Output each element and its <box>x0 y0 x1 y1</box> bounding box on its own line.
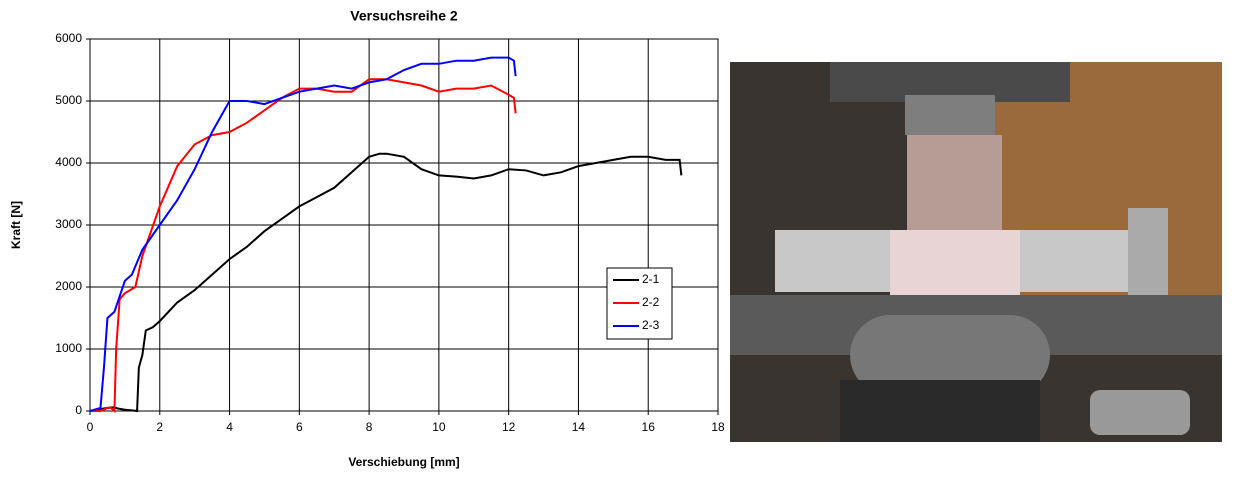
y-tick-label: 0 <box>75 403 82 417</box>
figure: Versuchsreihe 2 Verschiebung [mm] Kraft … <box>0 0 1235 472</box>
x-tick-label: 12 <box>502 420 516 434</box>
y-tick-label: 6000 <box>55 31 82 45</box>
x-tick-label: 0 <box>87 420 94 434</box>
x-tick-label: 6 <box>296 420 303 434</box>
x-axis-label: Verschiebung [mm] <box>348 455 459 469</box>
x-tick-label: 2 <box>156 420 163 434</box>
legend-label: 2-2 <box>642 295 660 309</box>
y-tick-label: 1000 <box>55 341 82 355</box>
x-tick-label: 8 <box>366 420 373 434</box>
page: {"chart_data": {"type": "line", "title":… <box>0 0 1235 477</box>
legend-label: 2-3 <box>642 318 660 332</box>
y-tick-label: 2000 <box>55 279 82 293</box>
y-tick-label: 5000 <box>55 93 82 107</box>
y-axis-label: Kraft [N] <box>9 201 23 249</box>
y-tick-label: 3000 <box>55 217 82 231</box>
y-tick-label: 4000 <box>55 155 82 169</box>
x-tick-label: 18 <box>711 420 725 434</box>
x-tick-label: 14 <box>572 420 586 434</box>
x-tick-label: 16 <box>642 420 656 434</box>
photo <box>730 62 1222 442</box>
legend-label: 2-1 <box>642 272 660 286</box>
chart-title: Versuchsreihe 2 <box>350 8 458 24</box>
x-tick-label: 4 <box>226 420 233 434</box>
x-tick-label: 10 <box>432 420 446 434</box>
